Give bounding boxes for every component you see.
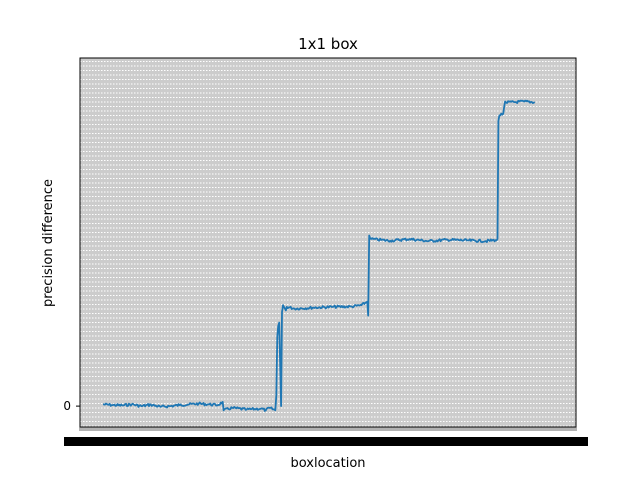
chart-title: 1x1 box xyxy=(298,35,358,53)
series-line xyxy=(103,99,536,412)
y-ticks: 0 xyxy=(63,399,80,413)
y-axis-label: precision difference xyxy=(41,179,56,307)
plot-frame xyxy=(79,57,577,428)
series-group xyxy=(103,99,536,412)
x-ticks xyxy=(64,427,588,446)
x-axis-label: boxlocation xyxy=(290,456,365,471)
x-tick-labels-overlap xyxy=(64,437,588,446)
y-tick-label: 0 xyxy=(63,399,71,413)
plot-area xyxy=(80,58,576,427)
